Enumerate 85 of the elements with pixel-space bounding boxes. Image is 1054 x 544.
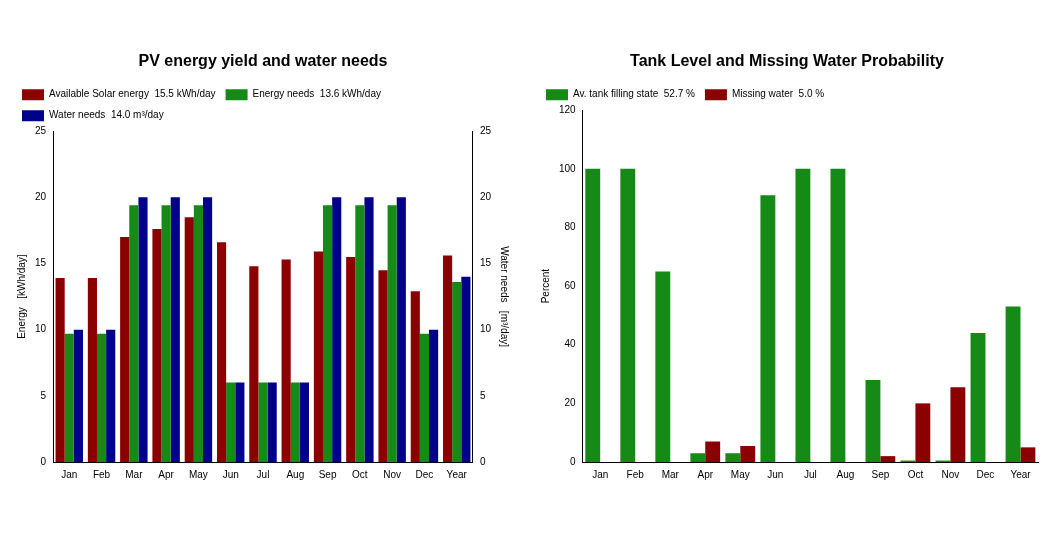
y-tick-label: 20 — [564, 397, 577, 409]
x-tick-label: Jan — [61, 468, 78, 480]
x-tick-label: May — [188, 468, 208, 480]
bar — [690, 453, 706, 462]
y-tick-label: 40 — [564, 338, 577, 350]
bar — [1005, 306, 1021, 462]
x-tick-label: Sep — [871, 468, 890, 480]
x-tick-label: Jul — [803, 468, 817, 480]
y-axis-title: Energy [kWh/day] — [15, 254, 27, 339]
bar — [915, 403, 931, 462]
legend-label: Energy needs 13.6 kWh/day — [252, 88, 381, 100]
y-tick-label: 5 — [40, 389, 47, 401]
y2-tick-label: 20 — [479, 191, 492, 203]
x-tick-label: Apr — [158, 468, 175, 480]
bar — [216, 242, 227, 462]
legend-label: Av. tank filling state 52.7 % — [573, 88, 696, 100]
chart-title: Tank Level and Missing Water Probability — [630, 52, 945, 70]
bar — [585, 168, 601, 462]
x-tick-label: Sep — [318, 468, 337, 480]
y2-axis-title: Water needs [m³/day] — [499, 246, 511, 348]
y-tick-label: 20 — [35, 191, 47, 203]
x-tick-label: Year — [1010, 468, 1032, 480]
y-tick-label: 0 — [40, 455, 47, 467]
bar — [1020, 447, 1036, 462]
y-tick-label: 120 — [559, 103, 577, 115]
bar — [443, 255, 453, 462]
legend-label: Water needs 14.0 m³/day — [49, 109, 164, 121]
bar — [152, 229, 162, 462]
x-tick-label: Apr — [697, 468, 714, 480]
x-tick-label: Year — [446, 468, 468, 480]
y-tick-label: 15 — [35, 257, 47, 269]
y2-tick-label: 15 — [479, 257, 492, 269]
x-tick-label: Feb — [626, 468, 645, 480]
bar — [378, 270, 388, 462]
y-tick-label: 80 — [564, 221, 577, 233]
x-tick-label: Dec — [415, 468, 434, 480]
x-tick-label: May — [730, 468, 750, 480]
x-tick-label: Nov — [941, 468, 960, 480]
bar — [120, 237, 130, 462]
y-tick-label: 0 — [570, 455, 577, 467]
x-tick-label: Aug — [836, 468, 855, 480]
x-tick-label: Oct — [907, 468, 924, 480]
y-axis-title: Percent — [539, 268, 551, 304]
x-tick-label: Jun — [222, 468, 239, 480]
bar — [725, 453, 741, 462]
y2-tick-label: 5 — [479, 389, 486, 401]
x-tick-label: Jul — [256, 468, 270, 480]
bar — [410, 291, 420, 462]
bar — [620, 168, 636, 462]
bar — [281, 259, 291, 462]
x-tick-label: Mar — [661, 468, 680, 480]
x-tick-label: Aug — [286, 468, 305, 480]
x-tick-label: Oct — [352, 468, 368, 480]
x-tick-label: Feb — [92, 468, 111, 480]
bar — [249, 266, 259, 462]
x-tick-label: Jun — [767, 468, 784, 480]
y-tick-label: 10 — [35, 323, 47, 335]
x-tick-label: Jan — [592, 468, 609, 480]
x-tick-label: Dec — [976, 468, 995, 480]
bar — [950, 387, 966, 462]
x-tick-label: Nov — [383, 468, 402, 480]
bar — [830, 168, 846, 462]
bar — [184, 217, 194, 462]
bar — [313, 251, 323, 462]
bar — [705, 441, 721, 462]
y-tick-label: 60 — [564, 279, 577, 291]
legend-label: Available Solar energy 15.5 kWh/day — [49, 88, 216, 100]
bar — [740, 445, 756, 462]
chart-title: PV energy yield and water needs — [138, 52, 388, 70]
bar — [865, 379, 881, 462]
bar — [346, 256, 356, 462]
bar — [87, 278, 97, 462]
y2-tick-label: 0 — [479, 455, 486, 467]
legend-label: Missing water 5.0 % — [731, 88, 825, 100]
y-tick-label: 100 — [559, 162, 577, 174]
y2-tick-label: 25 — [479, 124, 492, 136]
y-tick-label: 25 — [35, 124, 47, 136]
bar — [55, 278, 65, 462]
bar — [760, 195, 776, 462]
bar — [655, 271, 671, 462]
bar — [880, 456, 896, 462]
y2-tick-label: 10 — [479, 323, 492, 335]
bar — [970, 333, 986, 462]
bar — [795, 168, 811, 462]
x-tick-label: Mar — [125, 468, 144, 480]
